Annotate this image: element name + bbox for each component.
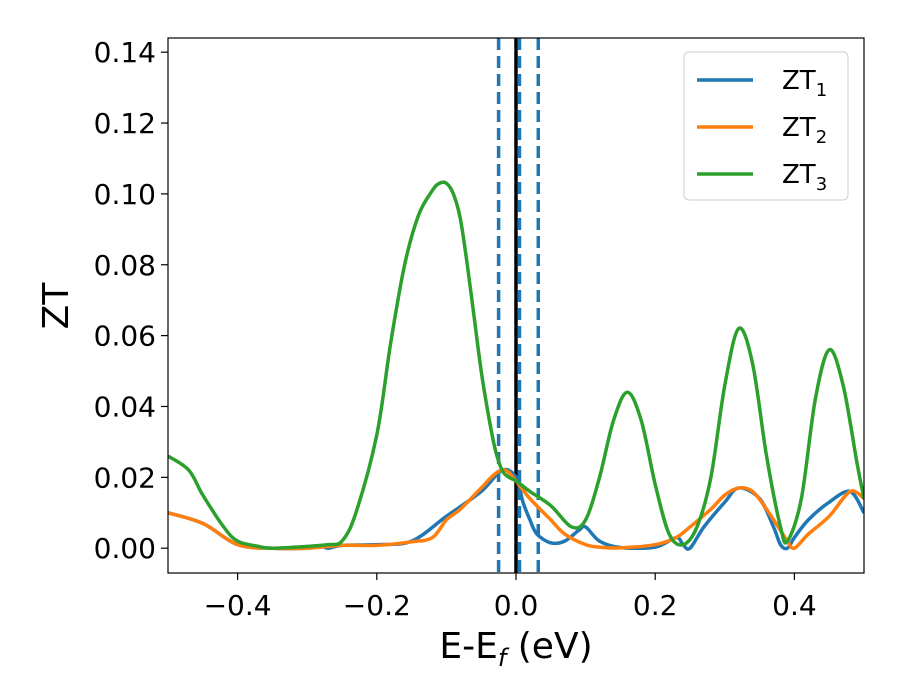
y-tick-label: 0.14: [94, 36, 156, 69]
x-tick-label: 0.2: [633, 589, 678, 622]
x-tick-label: 0.4: [772, 589, 817, 622]
x-tick-label: 0.0: [494, 589, 539, 622]
series-line-zt3: [168, 180, 864, 550]
y-tick-label: 0.10: [94, 178, 156, 211]
x-axis-label: E-Ef (eV): [439, 626, 592, 672]
legend: ZT1 ZT2 ZT3: [683, 51, 849, 201]
y-tick-label: 0.02: [94, 461, 156, 494]
legend-label-zt1: ZT1: [782, 66, 827, 101]
x-tick-label: −0.2: [343, 589, 411, 622]
legend-label-zt3: ZT3: [782, 160, 827, 195]
x-tick-label: −0.4: [204, 589, 272, 622]
x-axis: −0.4 −0.2 0.0 0.2 0.4: [204, 573, 817, 622]
legend-box: [683, 51, 849, 201]
y-tick-label: 0.06: [94, 320, 156, 353]
y-axis: 0.00 0.02 0.04 0.06 0.08 0.10 0.12 0.14: [94, 36, 168, 565]
legend-label-zt2: ZT2: [782, 113, 827, 148]
y-tick-label: 0.08: [94, 249, 156, 282]
y-axis-label: ZT: [36, 282, 77, 330]
y-tick-label: 0.04: [94, 390, 156, 423]
reference-lines: [496, 38, 541, 573]
series-layer: [168, 180, 864, 551]
y-tick-label: 0.12: [94, 107, 156, 140]
y-tick-label: 0.00: [94, 532, 156, 565]
